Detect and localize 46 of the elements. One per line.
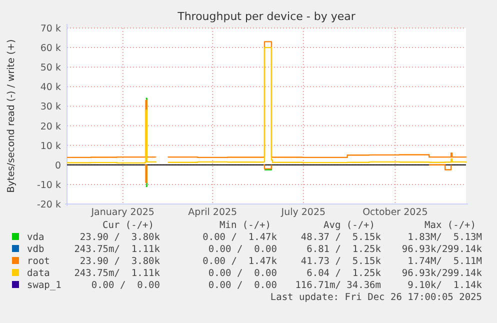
text: Last update: Fri Dec 26 17:00:05 2025	[270, 292, 482, 303]
text: 96.93k/299.14k	[402, 244, 482, 255]
legend-label: vdb	[27, 244, 44, 255]
y-tick-label: 10 k	[40, 140, 62, 152]
x-tick-label: October 2025	[362, 207, 428, 218]
y-axis-title: Bytes/second read (-) / write (+)	[6, 39, 17, 193]
chart-title: Throughput per device - by year	[176, 10, 356, 23]
text: 0.00 / 0.00	[208, 244, 278, 255]
y-tick-label: 20 k	[40, 121, 62, 132]
y-tick-label: -20 k	[36, 200, 62, 210]
text: 116.71m/ 34.36m	[295, 280, 382, 291]
legend-label: vda	[27, 232, 44, 243]
x-tick-label: April 2025	[188, 207, 238, 218]
text: Max (-/+)	[424, 220, 476, 231]
text: 0.00 / 0.00	[208, 268, 278, 279]
text: 23.90 / 3.80k	[80, 232, 160, 243]
text: 0.00 / 0.00	[91, 280, 160, 291]
y-tick-label: 60 k	[40, 43, 62, 54]
text: 9.10k/ 1.14k	[408, 280, 482, 291]
legend-label: root	[27, 256, 50, 267]
text: 96.93k/299.14k	[402, 268, 482, 279]
y-tick-label: 70 k	[40, 24, 62, 34]
text: 48.37 / 5.15k	[300, 232, 382, 243]
text: 41.73 / 5.15k	[300, 256, 382, 267]
y-tick-label: 0	[54, 160, 61, 172]
y-tick-label: 50 k	[40, 62, 62, 74]
text: 23.90 / 3.80k	[80, 256, 160, 267]
legend-label: data	[27, 268, 50, 279]
text: 0.00 / 1.47k	[202, 256, 278, 267]
x-tick-label: January 2025	[90, 207, 154, 218]
x-tick-label: July 2025	[280, 207, 326, 218]
y-tick-label: -10 k	[36, 180, 62, 191]
text: 243.75m/ 1.11k	[74, 244, 160, 255]
legend-label: swap_1	[27, 280, 62, 291]
y-tick-label: 30 k	[40, 102, 62, 113]
text: 0.00 / 1.47k	[202, 232, 278, 243]
y-tick-label: 40 k	[40, 82, 62, 94]
text: Min (-/+)	[220, 220, 271, 231]
text: 1.74M/ 5.11M	[408, 256, 482, 267]
text: 243.75m/ 1.11k	[74, 268, 160, 279]
text: 1.83M/ 5.13M	[408, 232, 482, 243]
text: 6.04 / 1.25k	[306, 268, 382, 279]
text: 0.00 / 0.00	[208, 280, 278, 291]
text: Cur (-/+)	[102, 220, 154, 231]
text: Avg (-/+)	[324, 220, 375, 231]
text: 6.81 / 1.25k	[306, 244, 382, 255]
